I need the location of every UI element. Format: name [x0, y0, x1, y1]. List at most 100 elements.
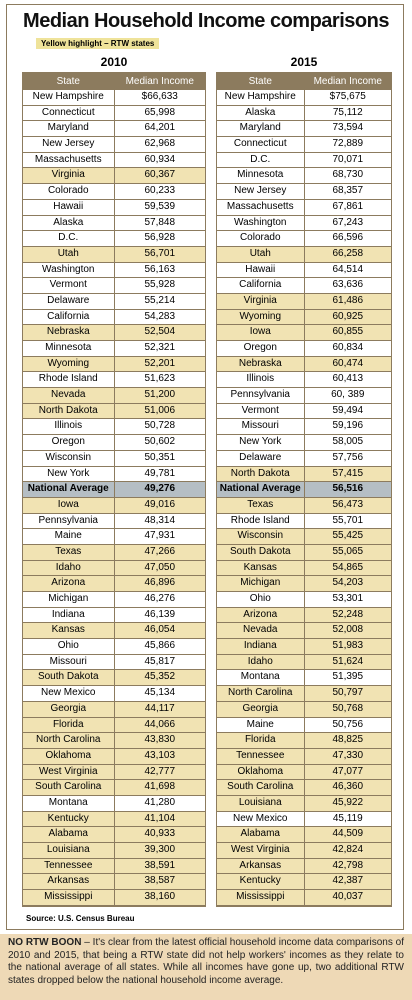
- table-row: Maryland 73,594: [217, 121, 391, 138]
- income-cell: 38,591: [144, 859, 176, 871]
- state-cell: North Carolina: [23, 733, 115, 748]
- table-row: Nebraska 60,474: [217, 356, 391, 373]
- income-cell: 54,283: [144, 310, 176, 322]
- income-cell: 67,861: [332, 200, 364, 212]
- table-row: Mississippi 40,037: [217, 890, 391, 906]
- state-cell: Illinois: [217, 372, 305, 388]
- income-cell: 57,848: [144, 216, 176, 228]
- state-cell: Mississippi: [217, 890, 305, 905]
- income-cell: 56,163: [144, 263, 176, 275]
- state-cell: Florida: [23, 717, 115, 733]
- state-cell: Montana: [23, 795, 115, 811]
- table-row: Arizona 46,896: [23, 576, 205, 592]
- table-row: Oregon 60,834: [217, 341, 391, 357]
- state-cell: Alabama: [23, 827, 115, 842]
- state-cell: Georgia: [23, 701, 115, 717]
- state-cell: Kansas: [23, 623, 115, 639]
- state-cell: National Average: [23, 482, 115, 497]
- state-cell: Idaho: [23, 560, 115, 576]
- table-row: North Dakota 57,415: [217, 466, 391, 483]
- table-row: Illinois 60,413: [217, 372, 391, 389]
- income-cell: 54,203: [332, 577, 364, 589]
- income-cell: 56,701: [144, 247, 176, 259]
- state-cell: Minnesota: [23, 341, 115, 356]
- income-cell: 40,933: [144, 828, 176, 840]
- income-cell: 50,602: [144, 436, 176, 448]
- state-cell: Arkansas: [23, 874, 115, 890]
- income-cell: 39,300: [144, 844, 176, 855]
- state-cell: New Mexico: [23, 686, 115, 701]
- table-row: Hawaii 59,539: [23, 199, 205, 216]
- table-row: Maine 50,756: [217, 717, 391, 734]
- state-cell: Alaska: [217, 105, 305, 121]
- table-row: Arkansas 42,798: [217, 858, 391, 875]
- table-row: New Mexico 45,134: [23, 686, 205, 702]
- income-cell: 51,623: [144, 373, 176, 385]
- state-cell: Maine: [217, 717, 305, 733]
- column-header: Median Income: [125, 76, 194, 87]
- table-row: Alaska 57,848: [23, 215, 205, 232]
- income-cell: 50,728: [144, 420, 176, 432]
- state-cell: New York: [23, 466, 115, 482]
- table-row: Ohio 53,301: [217, 592, 391, 608]
- income-cell: 57,756: [332, 451, 364, 463]
- state-cell: Nevada: [23, 388, 115, 403]
- income-cell: 59,494: [332, 404, 364, 416]
- table-row: Ohio 45,866: [23, 639, 205, 655]
- table-row: North Carolina 50,797: [217, 686, 391, 702]
- state-cell: Delaware: [217, 450, 305, 466]
- table-row: Wyoming 60,925: [217, 309, 391, 326]
- state-cell: Colorado: [217, 231, 305, 246]
- table-row: Tennessee 47,330: [217, 748, 391, 765]
- state-cell: Delaware: [23, 293, 115, 309]
- table-row: Rhode Island 51,623: [23, 372, 205, 389]
- income-cell: 54,865: [332, 561, 364, 573]
- table-row: Nevada 52,008: [217, 623, 391, 640]
- income-cell: 53,301: [332, 593, 364, 604]
- income-cell: 68,730: [332, 169, 364, 181]
- header-row: State Median Income: [23, 73, 205, 90]
- state-cell: Texas: [23, 544, 115, 560]
- state-cell: Vermont: [23, 278, 115, 293]
- table-row: Vermont 55,928: [23, 278, 205, 294]
- income-cell: 68,357: [332, 185, 364, 197]
- income-cell: 65,998: [144, 106, 176, 118]
- income-cell: 38,587: [144, 875, 176, 887]
- table-row: Hawaii 64,514: [217, 262, 391, 279]
- table-row: Minnesota 52,321: [23, 341, 205, 357]
- state-cell: Maine: [23, 529, 115, 544]
- income-cell: 55,214: [144, 294, 176, 306]
- table-row: Missouri 45,817: [23, 654, 205, 671]
- table-row: Oregon 50,602: [23, 435, 205, 451]
- state-cell: Louisiana: [217, 795, 305, 811]
- income-cell: 64,201: [144, 122, 176, 134]
- state-cell: D.C.: [23, 231, 115, 246]
- income-cell: 52,248: [332, 608, 364, 620]
- table-row: New Mexico 45,119: [217, 811, 391, 828]
- income-cell: 47,077: [332, 765, 364, 777]
- table-row: D.C. 70,071: [217, 152, 391, 169]
- state-cell: Missouri: [23, 654, 115, 670]
- table-row: Utah 56,701: [23, 246, 205, 263]
- income-cell: 52,504: [144, 326, 176, 338]
- note-text: – It's clear from the latest official ho…: [8, 937, 404, 986]
- table-row: California 63,636: [217, 278, 391, 294]
- state-cell: Arizona: [23, 576, 115, 591]
- income-cell: 50,768: [332, 702, 364, 714]
- income-cell: 59,196: [332, 420, 364, 432]
- table-row: New York 58,005: [217, 435, 391, 451]
- income-cell: 60,834: [332, 342, 364, 353]
- column-header: State: [217, 73, 305, 89]
- table-row: West Virginia 42,777: [23, 764, 205, 781]
- column-header: Median Income: [313, 76, 382, 87]
- table-row: Montana 51,395: [217, 670, 391, 687]
- state-cell: Hawaii: [23, 199, 115, 215]
- income-cell: 73,594: [332, 122, 364, 134]
- income-cell: 50,756: [332, 718, 364, 730]
- income-cell: 46,360: [332, 781, 364, 793]
- income-cell: 46,276: [144, 593, 176, 604]
- income-cell: 70,071: [332, 153, 364, 165]
- state-cell: Connecticut: [217, 137, 305, 152]
- income-cell: 64,514: [332, 263, 364, 275]
- table-row: Texas 47,266: [23, 544, 205, 561]
